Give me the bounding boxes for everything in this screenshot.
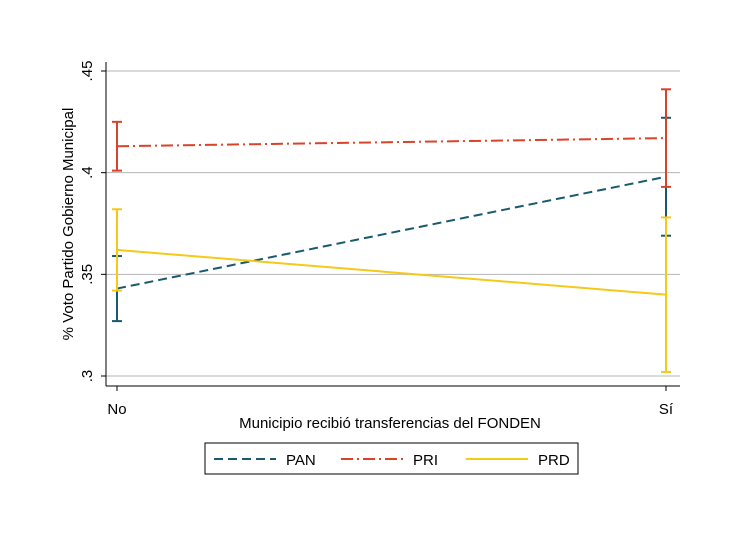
legend-label-pan: PAN — [286, 452, 316, 469]
x-tick-label-1: Sí — [659, 401, 674, 418]
series-pri — [112, 88, 671, 188]
y-ticks: .3 .35 .4 .45 — [79, 61, 106, 383]
series-prd — [112, 208, 671, 373]
y-tick-label-0: .3 — [79, 370, 96, 383]
gridlines — [106, 70, 680, 377]
series-line-pan — [116, 175, 667, 290]
y-tick-label-1: .35 — [79, 264, 96, 285]
series-pan — [112, 116, 671, 323]
y-tick-label-3: .45 — [79, 61, 96, 82]
y-axis-label: % Voto Partido Gobierno Municipal — [60, 108, 77, 341]
series-line-pri — [116, 137, 667, 148]
axes — [105, 62, 680, 387]
legend-label-prd: PRD — [538, 452, 570, 469]
legend-label-pri: PRI — [413, 452, 438, 469]
x-tick-label-0: No — [107, 401, 126, 418]
series-layer — [112, 88, 671, 373]
x-ticks: No Sí — [107, 386, 674, 418]
y-tick-label-2: .4 — [79, 166, 96, 179]
x-axis-label: Municipio recibió transferencias del FON… — [239, 415, 541, 432]
series-line-prd — [116, 248, 667, 296]
legend: PAN PRI PRD — [204, 442, 579, 475]
